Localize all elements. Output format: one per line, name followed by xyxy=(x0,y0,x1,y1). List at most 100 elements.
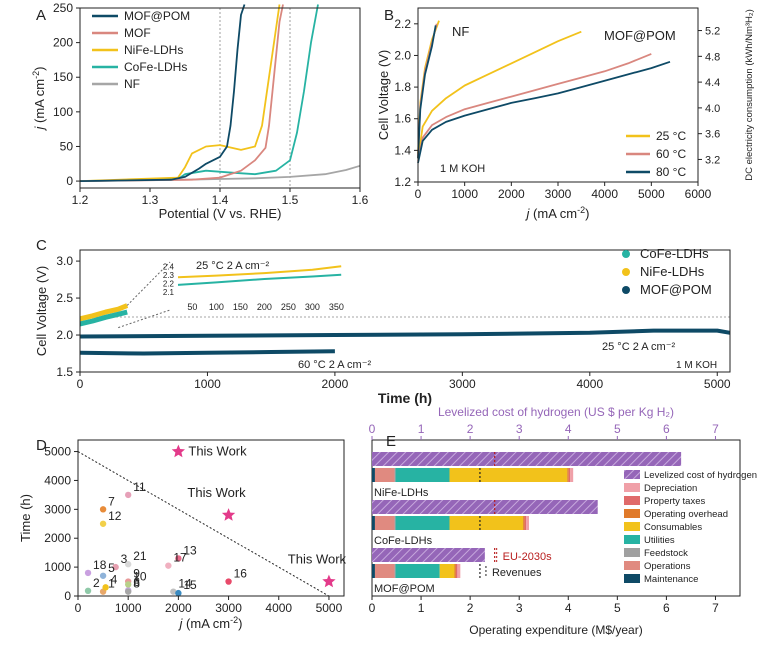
legend-label: Operations xyxy=(644,561,691,572)
this-work-label: This Work xyxy=(187,485,246,500)
series-line-cofe xyxy=(79,309,128,327)
x-tick-label: 0 xyxy=(75,601,82,615)
series-line-mof_pom xyxy=(417,25,437,159)
inset-y-tick-label: 2.2 xyxy=(163,279,175,288)
x-tick-label: 3 xyxy=(516,601,523,615)
legend-label: Feedstock xyxy=(644,548,688,559)
inset-x-tick-label: 250 xyxy=(281,302,296,312)
legend-label: NiFe-LDHs xyxy=(640,264,705,279)
opex-segment xyxy=(570,468,574,482)
opex-segment xyxy=(394,468,396,482)
x-tick-label: 3000 xyxy=(215,601,242,615)
legend-label: CoFe-LDHs xyxy=(124,60,187,74)
data-point xyxy=(99,506,107,513)
legend-label: Property taxes xyxy=(644,496,705,507)
x-tick-label: 1.2 xyxy=(72,193,89,207)
x-tick-label: 3000 xyxy=(449,377,476,391)
x-axis-label-e: Operating expenditure (M$/year) xyxy=(469,623,642,637)
opex-segment xyxy=(449,516,524,530)
annotation-inset-condition: 25 °C 2 A cm⁻² xyxy=(196,260,270,272)
point-label: 2 xyxy=(93,576,100,590)
inset-x-tick-label: 200 xyxy=(257,302,272,312)
point-label: 15 xyxy=(183,578,197,592)
y-tick-label: 4.0 xyxy=(705,103,720,115)
opex-segment xyxy=(455,564,458,578)
y-tick-label: 1.6 xyxy=(394,112,411,126)
point-label: 21 xyxy=(133,549,147,563)
legend-swatch xyxy=(624,483,640,492)
data-point xyxy=(225,578,232,585)
opex-segment xyxy=(372,516,375,530)
panel-label-e: E xyxy=(386,433,396,450)
legend-label: Utilities xyxy=(644,535,675,546)
inset-series-nife xyxy=(177,265,342,279)
category-label: NiFe-LDHs xyxy=(374,487,429,499)
x2-tick-label: 0 xyxy=(369,422,376,436)
data-point xyxy=(102,584,109,591)
legend-label: MOF xyxy=(124,26,151,40)
series-line-mof_pom xyxy=(79,4,246,182)
trend-line xyxy=(77,451,330,597)
legend-label: MOF@POM xyxy=(640,282,712,297)
y-axis-label-a: j (mA cm-2) xyxy=(31,67,47,132)
annotation-electrolyte: 1 M KOH xyxy=(440,163,485,175)
x-tick-label: 7 xyxy=(712,601,719,615)
point-label: 16 xyxy=(234,567,248,581)
data-point xyxy=(124,581,132,588)
x-tick-label: 4000 xyxy=(265,601,292,615)
x2-axis-label-e: Levelized cost of hydrogen (US $ per Kg … xyxy=(438,405,674,419)
opex-segment xyxy=(394,516,396,530)
legend-label: MOF@POM xyxy=(124,9,190,23)
legend-swatch xyxy=(624,548,640,557)
y-tick-label: 1.4 xyxy=(394,143,411,157)
legend-swatch xyxy=(624,470,640,479)
data-point xyxy=(165,562,172,569)
x-tick-label: 2000 xyxy=(322,377,349,391)
inset-x-tick-label: 150 xyxy=(233,302,248,312)
data-point xyxy=(112,563,119,571)
y-axis-label-d: Time (h) xyxy=(18,494,33,542)
x-tick-label: 1.4 xyxy=(212,193,229,207)
series-line-nife xyxy=(417,30,582,159)
opex-segment xyxy=(439,564,455,578)
inset-x-tick-label: 350 xyxy=(329,302,344,312)
annotation-nf: NF xyxy=(452,24,469,39)
x-tick-label: 2 xyxy=(467,601,474,615)
x-tick-label: 1000 xyxy=(115,601,142,615)
x-tick-label: 6000 xyxy=(685,187,712,201)
x-tick-label: 0 xyxy=(369,601,376,615)
data-point xyxy=(124,561,132,568)
legend-label: NiFe-LDHs xyxy=(124,43,183,57)
opex-segment xyxy=(568,468,571,482)
y-tick-label: 0 xyxy=(66,174,73,188)
opex-segment xyxy=(524,516,527,530)
legend-label: NF xyxy=(124,77,140,91)
x-tick-label: 1000 xyxy=(451,187,478,201)
panel-label-d: D xyxy=(36,437,47,454)
y-tick-label: 4.8 xyxy=(705,51,720,63)
opex-segment xyxy=(374,516,395,530)
x-tick-label: 2000 xyxy=(498,187,525,201)
legend-swatch xyxy=(624,574,640,583)
legend-swatch xyxy=(622,250,630,258)
opex-segment xyxy=(395,564,440,578)
x-tick-label: 5000 xyxy=(316,601,343,615)
x2-tick-label: 2 xyxy=(467,422,474,436)
y-tick-label: 5000 xyxy=(44,445,71,459)
point-label: 12 xyxy=(108,509,122,523)
data-point xyxy=(84,587,92,594)
opex-segment xyxy=(449,468,568,482)
y-tick-label: 4.4 xyxy=(705,77,720,89)
x-tick-label: 1.5 xyxy=(282,193,299,207)
series-line-nife xyxy=(79,303,129,322)
legend-label: Depreciation xyxy=(644,483,697,494)
y-tick-label: 250 xyxy=(53,1,73,15)
opex-segment xyxy=(395,516,450,530)
x-tick-label: 4 xyxy=(565,601,572,615)
inset-y-tick-label: 2.3 xyxy=(163,271,175,280)
legend-label: 25 °C xyxy=(656,129,686,143)
opex-segment xyxy=(374,564,395,578)
y-tick-label: 2000 xyxy=(44,531,71,545)
point-label: 14 xyxy=(178,577,192,591)
